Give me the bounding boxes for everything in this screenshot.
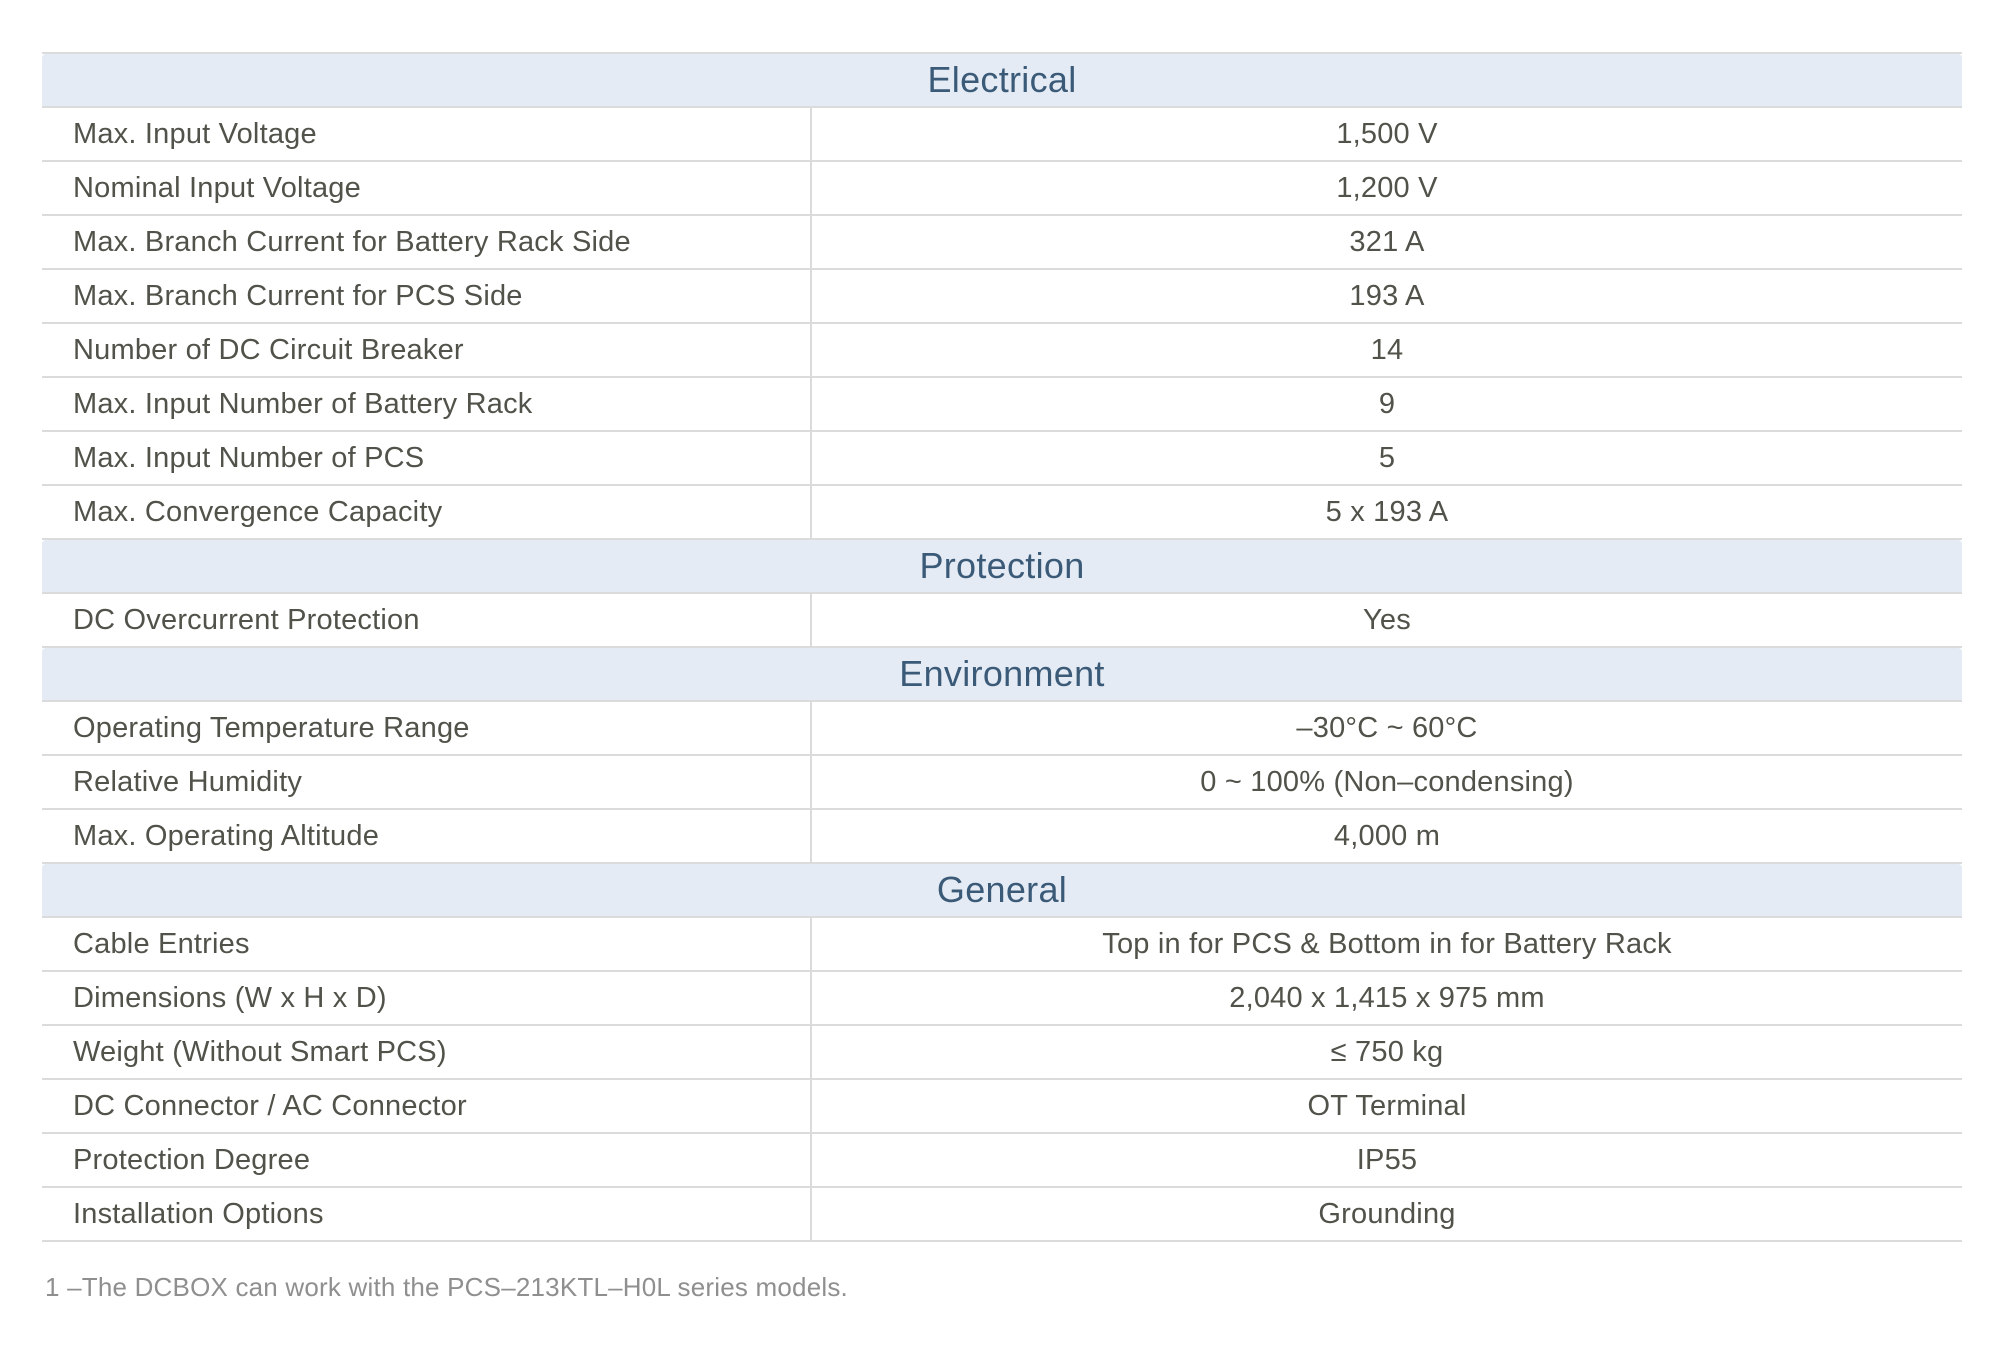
spec-parameter-label: Operating Temperature Range (42, 702, 812, 754)
spec-parameter-value: 5 (1378, 441, 1396, 474)
spec-parameter-label: Nominal Input Voltage (42, 162, 812, 214)
section-title: Electrical (927, 59, 1077, 100)
spec-parameter-value: IP55 (1356, 1143, 1418, 1176)
spec-parameter-value: Yes (1363, 603, 1411, 636)
section-header-general: General (42, 864, 1962, 918)
spec-parameter-value: Grounding (1318, 1197, 1456, 1230)
spec-parameter-value: OT Terminal (1307, 1089, 1467, 1122)
table-row: Protection Degree IP55 (42, 1134, 1962, 1188)
spec-parameter-value: Top in for PCS & Bottom in for Battery R… (1102, 927, 1672, 960)
spec-parameter-value: 193 A (1349, 279, 1425, 312)
table-row: Max. Input Number of PCS 5 (42, 432, 1962, 486)
spec-parameter-value: 2,040 x 1,415 x 975 mm (1229, 981, 1545, 1014)
spec-parameter-value: 14 (1370, 333, 1404, 366)
table-row: Number of DC Circuit Breaker 14 (42, 324, 1962, 378)
table-row: Max. Input Number of Battery Rack 9 (42, 378, 1962, 432)
spec-parameter-label: Number of DC Circuit Breaker (42, 324, 812, 376)
spec-parameter-label: Installation Options (42, 1188, 812, 1240)
table-row: DC Connector / AC Connector OT Terminal (42, 1080, 1962, 1134)
spec-parameter-value: 5 x 193 A (1325, 495, 1449, 528)
table-row: Max. Operating Altitude 4,000 m (42, 810, 1962, 864)
spec-parameter-value: –30°C ~ 60°C (1296, 711, 1478, 744)
section-title: General (936, 869, 1068, 910)
table-row: Installation Options Grounding (42, 1188, 1962, 1242)
table-row: Max. Convergence Capacity 5 x 193 A (42, 486, 1962, 540)
section-header-electrical: Electrical (42, 54, 1962, 108)
spec-table: Electrical Max. Input Voltage 1,500 V Nomin… (42, 52, 1962, 1242)
footnote: 1 –The DCBOX can work with the PCS–213KT… (45, 1272, 848, 1302)
spec-parameter-label: Weight (Without Smart PCS) (42, 1026, 812, 1078)
table-row: Weight (Without Smart PCS) ≤ 750 kg (42, 1026, 1962, 1080)
spec-parameter-value: 4,000 m (1333, 819, 1441, 852)
table-row: Relative Humidity 0 ~ 100% (Non–condensin… (42, 756, 1962, 810)
table-row: Max. Input Voltage 1,500 V (42, 108, 1962, 162)
spec-parameter-label: Max. Input Number of PCS (42, 432, 812, 484)
table-row: Operating Temperature Range –30°C ~ 60°C (42, 702, 1962, 756)
table-row: DC Overcurrent Protection Yes (42, 594, 1962, 648)
section-header-protection: Protection (42, 540, 1962, 594)
spec-parameter-value: ≤ 750 kg (1330, 1035, 1444, 1068)
spec-parameter-label: DC Connector / AC Connector (42, 1080, 812, 1132)
spec-parameter-label: Max. Branch Current for Battery Rack Sid… (42, 216, 812, 268)
spec-parameter-value: 0 ~ 100% (Non–condensing) (1200, 765, 1574, 798)
table-row: Max. Branch Current for Battery Rack Sid… (42, 216, 1962, 270)
table-row: Dimensions (W x H x D) 2,040 x 1,415 x 97… (42, 972, 1962, 1026)
spec-parameter-value: 1,500 V (1336, 117, 1438, 150)
spec-parameter-label: Max. Input Number of Battery Rack (42, 378, 812, 430)
spec-parameter-label: Max. Operating Altitude (42, 810, 812, 862)
spec-parameter-value: 1,200 V (1336, 171, 1438, 204)
spec-parameter-label: Cable Entries (42, 918, 812, 970)
section-title: Environment (899, 653, 1105, 694)
spec-parameter-label: Max. Branch Current for PCS Side (42, 270, 812, 322)
spec-parameter-label: Relative Humidity (42, 756, 812, 808)
section-title: Protection (919, 545, 1085, 586)
spec-parameter-label: DC Overcurrent Protection (42, 594, 812, 646)
spec-parameter-value: 9 (1378, 387, 1396, 420)
spec-parameter-value: 321 A (1349, 225, 1425, 258)
section-header-environment: Environment (42, 648, 1962, 702)
datasheet-page: Electrical Max. Input Voltage 1,500 V Nomin… (42, 52, 1962, 1302)
spec-parameter-label: Max. Input Voltage (42, 108, 812, 160)
spec-parameter-label: Protection Degree (42, 1134, 812, 1186)
table-row: Nominal Input Voltage 1,200 V (42, 162, 1962, 216)
spec-parameter-label: Dimensions (W x H x D) (42, 972, 812, 1024)
table-row: Cable Entries Top in for PCS & Bottom in … (42, 918, 1962, 972)
spec-parameter-label: Max. Convergence Capacity (42, 486, 812, 538)
table-row: Max. Branch Current for PCS Side 193 A (42, 270, 1962, 324)
